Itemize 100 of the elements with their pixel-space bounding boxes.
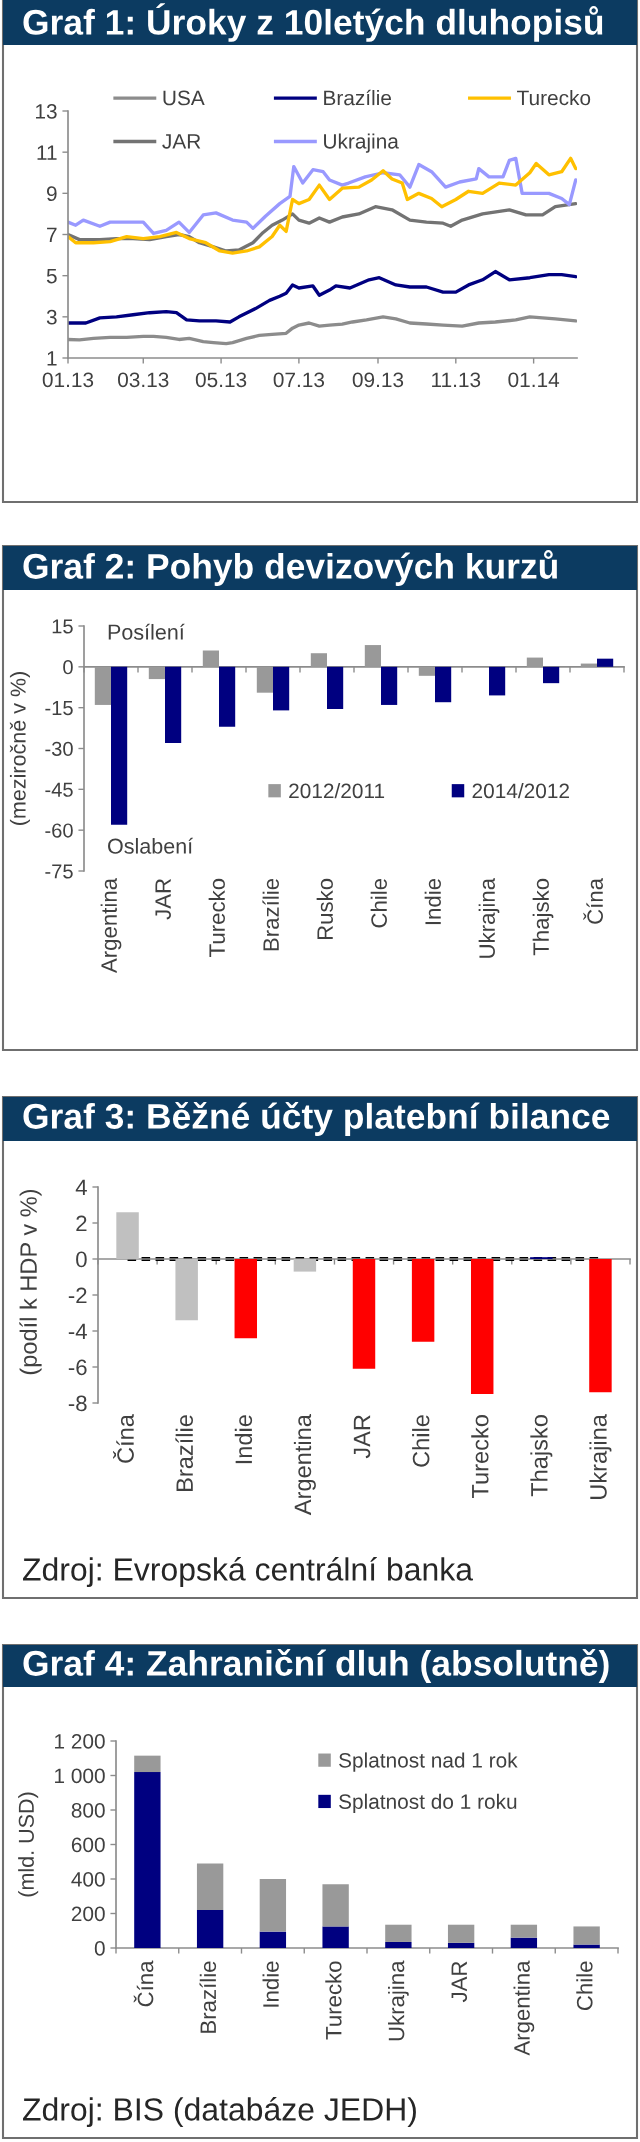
x-tick-label: 03.13 — [118, 372, 169, 388]
bar — [589, 1259, 612, 1393]
bar — [510, 1924, 538, 1938]
bar — [175, 1259, 198, 1321]
y-tick-label: 11 — [37, 145, 57, 160]
bar — [196, 1910, 224, 1948]
bar — [322, 1884, 349, 1927]
y-tick-label: -15 — [45, 701, 73, 716]
x-tick-label: Turecko — [471, 1415, 489, 1498]
chart-title: Graf 4: Zahraniční dluh (absolutně) — [23, 1649, 609, 1683]
bar — [148, 666, 165, 680]
x-tick-label: Čína — [133, 1960, 154, 2007]
chart-title: Graf 1: Úroky z 10letých dluhopisů — [23, 3, 603, 42]
line-series — [68, 269, 577, 325]
bar — [435, 666, 452, 703]
x-tick-label: Indie — [262, 1961, 279, 2007]
legend-label: Splatnost nad 1 rok — [339, 1752, 518, 1772]
legend-label: 2012/2011 — [289, 782, 385, 799]
y-tick-label: -4 — [68, 1323, 87, 1340]
bar — [447, 1924, 475, 1943]
y-tick-label: 800 — [71, 1803, 105, 1818]
x-tick-label: Rusko — [316, 878, 333, 940]
bar — [165, 666, 182, 744]
y-tick-label: -60 — [45, 823, 73, 838]
y-tick-label: 4 — [75, 1179, 87, 1196]
x-tick-label: 09.13 — [352, 372, 404, 388]
bar — [134, 1755, 161, 1773]
x-tick-label: JAR — [451, 1961, 468, 2003]
x-tick-label: Brazílie — [262, 878, 279, 951]
x-tick-label: Ukrajina — [478, 877, 500, 958]
y-axis-title: (mld. USD) — [18, 1792, 39, 1897]
y-tick-label: 1 000 — [55, 1768, 105, 1784]
y-tick-label: 2 — [76, 1215, 87, 1232]
bar — [111, 666, 128, 825]
y-tick-label: 15 — [52, 619, 73, 634]
bar — [580, 663, 597, 667]
y-tick-label: 3 — [46, 309, 57, 325]
legend-label: JAR — [162, 134, 201, 149]
x-tick-label: Čína — [583, 877, 603, 924]
bar — [543, 666, 560, 684]
y-axis-title: (meziročně v %) — [9, 672, 30, 825]
bar — [259, 1931, 287, 1948]
y-tick-label: 1 — [47, 351, 57, 366]
y-tick-label: -75 — [45, 864, 73, 879]
bar — [470, 1259, 494, 1394]
x-tick-label: Thajsko — [532, 878, 554, 956]
bar — [310, 653, 327, 667]
bar — [510, 1937, 538, 1948]
x-tick-label: Thajsko — [530, 1415, 553, 1497]
y-tick-label: 0 — [76, 1251, 87, 1268]
y-tick-label: 7 — [47, 227, 57, 243]
x-tick-label: Brazílie — [175, 1415, 193, 1491]
y-tick-label: 9 — [46, 186, 57, 202]
bar — [381, 666, 398, 705]
bar — [234, 1259, 258, 1339]
y-tick-label: -30 — [45, 741, 73, 756]
y-tick-label: -2 — [68, 1287, 87, 1304]
x-tick-label: 01.13 — [42, 372, 94, 388]
y-tick-label: 1 200 — [55, 1734, 105, 1749]
x-tick-label: Brazílie — [199, 1961, 217, 2033]
x-tick-label: Chile — [412, 1415, 430, 1467]
x-tick-label: Indie — [234, 1415, 253, 1464]
bar — [273, 666, 290, 711]
bar — [352, 1259, 376, 1369]
legend-label: USA — [163, 90, 205, 106]
bar — [202, 650, 219, 667]
legend-label: Brazílie — [324, 89, 391, 106]
x-tick-label: JAR — [353, 1415, 371, 1459]
bar — [385, 1924, 412, 1942]
bar — [573, 1926, 600, 1945]
text: Zdroj: BIS (databáze JEDH) — [23, 2096, 416, 2128]
bar — [134, 1772, 161, 1948]
chart-title: Graf 3: Běžné účty platební bilance — [23, 1102, 610, 1136]
bar — [327, 666, 344, 710]
y-tick-label: 13 — [36, 104, 57, 119]
annotation: Oslabení — [108, 837, 194, 854]
legend-label: Splatnost do 1 roku — [339, 1793, 517, 1814]
annotation: Posílení — [108, 623, 185, 640]
x-tick-label: 05.13 — [195, 372, 247, 388]
text: Zdroj: Evropská centrální banka — [23, 1556, 473, 1588]
chart-title: Graf 2: Pohyb devizových kurzů — [23, 550, 557, 586]
legend-label: Turecko — [517, 90, 591, 106]
y-axis-title: (podíl k HDP v %) — [19, 1189, 42, 1375]
bar — [418, 666, 435, 676]
line-series — [68, 156, 577, 236]
bar — [94, 666, 111, 705]
bar — [411, 1259, 435, 1342]
x-tick-label: Chile — [370, 878, 387, 928]
bar — [116, 1212, 139, 1259]
bar — [256, 666, 273, 693]
y-tick-label: -8 — [68, 1395, 87, 1412]
x-tick-label: Chile — [576, 1961, 593, 2011]
line-series — [68, 156, 577, 255]
bar — [219, 666, 236, 727]
x-tick-label: Ukrajina — [388, 1960, 409, 2041]
legend-label: 2014/2012 — [472, 782, 569, 799]
x-tick-label: Argentina — [513, 1960, 535, 2056]
x-tick-label: Argentina — [293, 1414, 316, 1516]
x-tick-label: Turecko — [325, 1961, 342, 2040]
bar — [196, 1863, 224, 1911]
